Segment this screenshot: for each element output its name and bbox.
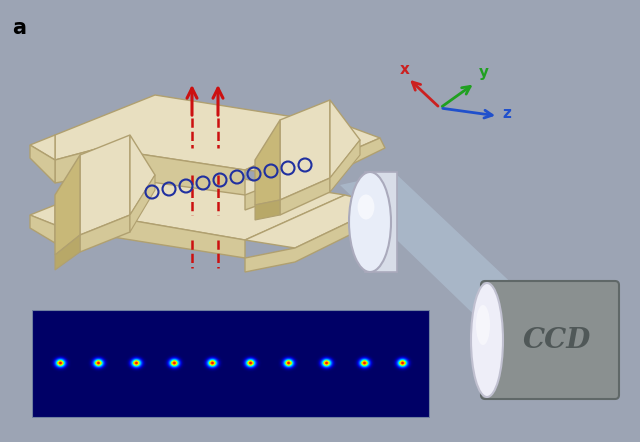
Polygon shape	[80, 135, 130, 235]
Polygon shape	[245, 138, 385, 210]
Polygon shape	[55, 165, 345, 240]
Text: x: x	[400, 62, 410, 77]
Polygon shape	[130, 135, 155, 215]
Polygon shape	[55, 148, 245, 195]
Polygon shape	[30, 145, 55, 183]
Polygon shape	[255, 120, 280, 205]
Text: a: a	[12, 18, 26, 38]
Ellipse shape	[358, 194, 374, 220]
Polygon shape	[245, 125, 380, 175]
Ellipse shape	[349, 172, 391, 272]
Polygon shape	[330, 140, 360, 192]
Polygon shape	[55, 95, 345, 170]
Polygon shape	[55, 235, 80, 270]
Text: z: z	[502, 106, 511, 121]
Text: y: y	[479, 65, 489, 80]
Polygon shape	[245, 195, 385, 248]
Polygon shape	[280, 178, 330, 215]
Polygon shape	[80, 215, 130, 252]
Polygon shape	[55, 215, 245, 258]
Polygon shape	[255, 200, 280, 220]
Polygon shape	[30, 135, 55, 160]
Polygon shape	[340, 173, 540, 330]
Ellipse shape	[471, 283, 503, 397]
FancyBboxPatch shape	[481, 281, 619, 399]
Polygon shape	[330, 100, 360, 178]
Polygon shape	[280, 100, 330, 200]
Polygon shape	[30, 215, 55, 243]
Polygon shape	[245, 205, 390, 272]
Text: CCD: CCD	[522, 327, 591, 354]
Polygon shape	[55, 155, 80, 255]
Bar	[365, 172, 397, 272]
Ellipse shape	[476, 305, 490, 345]
Polygon shape	[30, 205, 55, 225]
Polygon shape	[130, 175, 155, 232]
